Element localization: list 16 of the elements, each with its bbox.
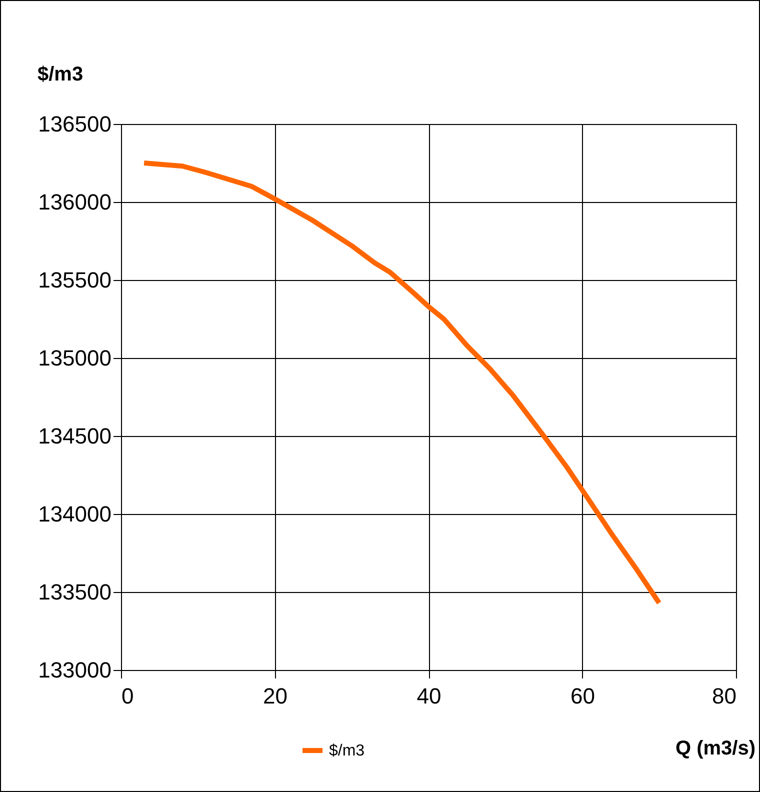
y-tick-label: 135000 bbox=[38, 346, 112, 370]
x-tick-label: 0 bbox=[122, 684, 134, 708]
y-tick-label: 134500 bbox=[38, 424, 112, 448]
y-tick-label: 133000 bbox=[38, 658, 112, 682]
y-tick-label: 135500 bbox=[38, 268, 112, 292]
y-tick-label: 136000 bbox=[38, 190, 112, 214]
x-tick-label: 60 bbox=[570, 684, 595, 708]
legend-label: $/m3 bbox=[329, 742, 365, 760]
y-tick-label: 136500 bbox=[38, 112, 112, 136]
y-axis-title: $/m3 bbox=[38, 64, 84, 86]
y-tick-label: 134000 bbox=[38, 502, 112, 526]
x-axis-title: Q (m3/s) bbox=[675, 738, 756, 760]
x-tick-label: 20 bbox=[263, 684, 288, 708]
x-tick-label: 40 bbox=[416, 684, 442, 708]
x-tick-label: 80 bbox=[712, 684, 736, 708]
y-tick-label: 133500 bbox=[38, 580, 112, 604]
